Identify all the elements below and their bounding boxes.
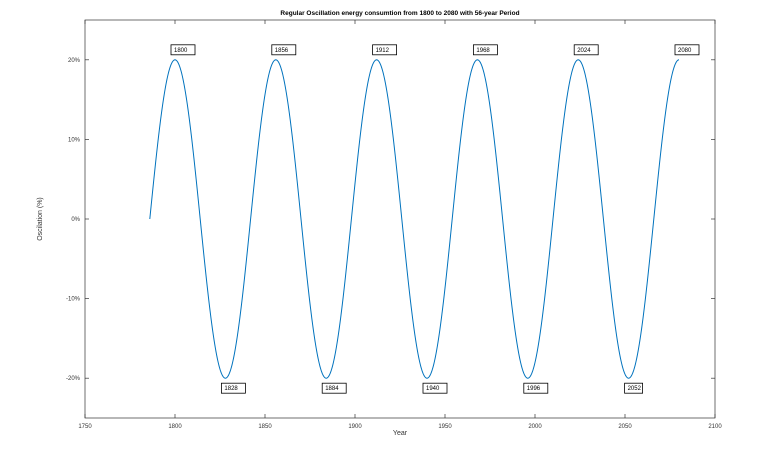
chart-title: Regular Oscillation energy consumtion fr…	[280, 10, 519, 17]
x-tick-label: 1750	[78, 424, 92, 430]
data-label-box	[372, 44, 398, 56]
y-axis-ticks: 20% 10% 0% -10% -20%	[66, 58, 715, 382]
x-axis-title: Year	[393, 430, 408, 437]
data-label: 1800	[174, 48, 188, 54]
data-label: 1940	[426, 386, 440, 392]
x-tick-label: 1850	[258, 424, 272, 430]
data-label: 2052	[628, 386, 642, 392]
y-tick-label: 20%	[68, 58, 81, 64]
data-label-box	[170, 44, 196, 56]
x-tick-label: 2050	[618, 424, 632, 430]
data-label: 1996	[527, 386, 541, 392]
data-label: 2024	[577, 48, 591, 54]
data-label-box	[422, 382, 448, 394]
y-tick-label: -20%	[66, 376, 81, 382]
data-label-box	[220, 382, 246, 394]
data-label-box	[321, 382, 347, 394]
data-label-box	[573, 44, 599, 56]
data-label: 1884	[325, 386, 339, 392]
data-label-box	[523, 382, 549, 394]
data-label: 1968	[476, 48, 490, 54]
data-label: 1856	[275, 48, 289, 54]
y-axis-title: Oscilation (%)	[37, 197, 44, 241]
data-label: 2080	[678, 48, 692, 54]
data-label-box	[624, 382, 643, 394]
y-tick-label: -10%	[66, 297, 81, 303]
x-tick-label: 1900	[348, 424, 362, 430]
x-axis-ticks: 1750 1800 1850 1900 1950 2000 2050 2100	[78, 20, 722, 430]
data-label: 1912	[376, 48, 390, 54]
x-tick-label: 2000	[528, 424, 542, 430]
y-tick-label: 10%	[68, 137, 81, 143]
annotations: 1800 1856 1912 1968 2024 2080 1828 1884 1940 1996…	[170, 44, 700, 394]
x-tick-label: 2100	[708, 424, 722, 430]
x-tick-label: 1950	[438, 424, 452, 430]
y-tick-label: 0%	[71, 217, 80, 223]
x-tick-label: 1800	[168, 424, 182, 430]
series-line	[149, 59, 680, 379]
data-label-box	[271, 44, 297, 56]
data-label-box	[674, 44, 700, 56]
data-label-box	[472, 44, 498, 56]
data-label: 1828	[224, 386, 238, 392]
